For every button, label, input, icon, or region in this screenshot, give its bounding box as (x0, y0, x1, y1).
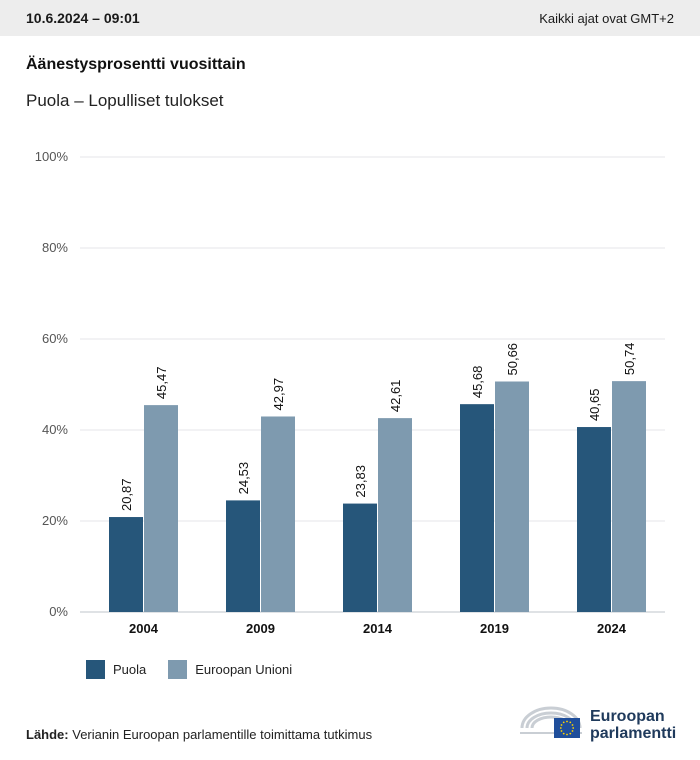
x-tick-label: 2009 (246, 621, 275, 636)
x-tick-label: 2019 (480, 621, 509, 636)
source-text: Verianin Euroopan parlamentille toimitta… (72, 727, 373, 742)
legend: Puola Euroopan Unioni (86, 660, 314, 679)
bar (495, 381, 529, 612)
legend-label-puola: Puola (113, 662, 147, 677)
legend-label-eu: Euroopan Unioni (195, 662, 293, 677)
bar (378, 418, 412, 612)
data-label: 23,83 (353, 465, 368, 498)
y-tick-label: 40% (42, 422, 68, 437)
data-label: 50,74 (622, 343, 637, 376)
data-label: 40,65 (587, 388, 602, 421)
data-label: 42,61 (388, 380, 403, 413)
source-note: Lähde: Verianin Euroopan parlamentille t… (26, 727, 372, 742)
timezone-note: Kaikki ajat ovat GMT+2 (539, 10, 674, 26)
chart-subtitle: Puola – Lopulliset tulokset (26, 91, 224, 110)
y-tick-label: 0% (49, 604, 68, 619)
data-label: 20,87 (119, 478, 134, 511)
datetime: 10.6.2024 – 09:01 (26, 10, 140, 26)
data-label: 45,47 (154, 367, 169, 400)
eu-flag-icon (554, 718, 580, 738)
bar (109, 517, 143, 612)
data-label: 50,66 (505, 343, 520, 376)
bar (612, 381, 646, 612)
x-tick-label: 2004 (129, 621, 159, 636)
bar (144, 405, 178, 612)
data-label: 45,68 (470, 366, 485, 399)
logo-text: Euroopan parlamentti (590, 708, 676, 742)
data-label: 42,97 (271, 378, 286, 411)
x-tick-label: 2024 (597, 621, 627, 636)
bar (226, 500, 260, 612)
y-tick-label: 80% (42, 240, 68, 255)
y-tick-label: 60% (42, 331, 68, 346)
bar (343, 503, 377, 612)
data-label: 24,53 (236, 462, 251, 495)
logo-line-1: Euroopan (590, 708, 665, 725)
bar (261, 416, 295, 612)
legend-item-puola: Puola (86, 660, 146, 679)
bar (460, 404, 494, 612)
chart-title: Äänestysprosentti vuosittain (26, 56, 246, 73)
bar (577, 427, 611, 612)
logo-line-2: parlamentti (590, 725, 677, 742)
bar-chart: 0% 20% 40% 60% 80% 100% 20,87 45,47 2004 24,53 42,… (35, 149, 665, 636)
legend-swatch-eu (168, 660, 188, 679)
x-tick-label: 2014 (363, 621, 393, 636)
legend-item-eu: Euroopan Unioni (168, 660, 292, 679)
european-parliament-logo: Euroopan parlamentti (518, 700, 688, 744)
y-tick-label: 100% (35, 149, 69, 164)
legend-swatch-puola (86, 660, 105, 679)
source-label: Lähde: (26, 727, 69, 742)
y-tick-label: 20% (42, 513, 68, 528)
top-bar: 10.6.2024 – 09:01 Kaikki ajat ovat GMT+2 (0, 0, 700, 36)
european-parliament-hemicycle-icon (520, 706, 582, 738)
